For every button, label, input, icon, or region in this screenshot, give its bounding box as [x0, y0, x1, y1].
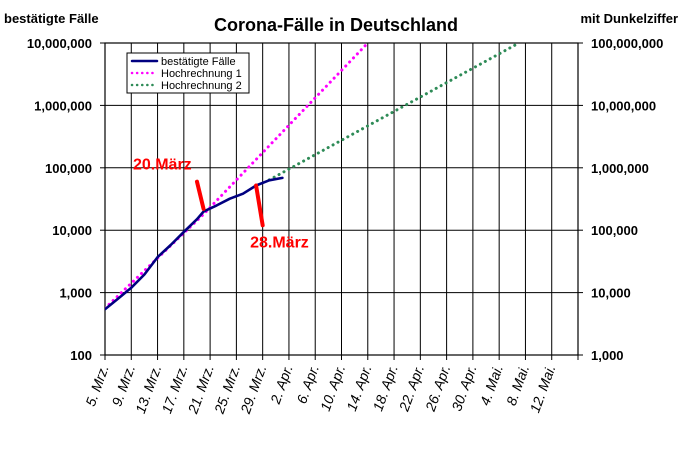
legend-label: Hochrechnung 2 — [161, 80, 242, 92]
axes: 100 1,000 1,000 10,000 10,000 100,000 100,000 1… — [27, 36, 663, 416]
x-tick-label: 4. Mai. — [477, 363, 506, 408]
x-tick-label: 5. Mrz. — [82, 363, 112, 409]
y-axis-left-label: bestätigte Fälle — [4, 11, 99, 26]
annotation-pointer — [254, 183, 265, 228]
y-tick-label-left: 10,000,000 — [27, 36, 92, 51]
series-lines — [105, 43, 521, 311]
series-line — [105, 176, 284, 311]
y-tick-label-right: 10,000,000 — [591, 98, 656, 113]
x-tick-label: 6. Apr. — [293, 363, 322, 406]
legend-label: bestätigte Fälle — [161, 56, 236, 68]
x-tick-label: 8. Mai. — [503, 363, 532, 408]
x-tick-label: 30. Apr. — [448, 363, 479, 414]
y-tick-label-left: 100 — [70, 348, 92, 363]
y-tick-label-left: 100,000 — [45, 161, 92, 176]
annotation-label: 28.März — [250, 234, 309, 251]
y-tick-label-right: 10,000 — [591, 286, 631, 301]
annotations: 20.März 28.März — [133, 157, 309, 252]
plot-frame — [104, 42, 579, 356]
series-line — [105, 43, 370, 310]
y-tick-label-right: 100,000 — [591, 223, 638, 238]
x-tick-label: 2. Apr. — [267, 363, 296, 407]
y-tick-label-left: 10,000 — [52, 223, 92, 238]
y-tick-label-right: 100,000,000 — [591, 36, 663, 51]
y-tick-label-right: 1,000 — [591, 348, 624, 363]
chart-title: Corona-Fälle in Deutschland — [214, 15, 458, 35]
annotation-pointer — [194, 179, 206, 211]
y-axis-right-label: mit Dunkelziffer — [580, 11, 678, 26]
y-tick-label-right: 1,000,000 — [591, 161, 649, 176]
annotation-label: 20.März — [133, 157, 192, 174]
legend-label: Hochrechnung 1 — [161, 68, 242, 80]
x-tick-label: 9. Mrz. — [108, 363, 138, 409]
y-tick-label-left: 1,000,000 — [34, 98, 92, 113]
y-tick-label-left: 1,000 — [59, 286, 92, 301]
